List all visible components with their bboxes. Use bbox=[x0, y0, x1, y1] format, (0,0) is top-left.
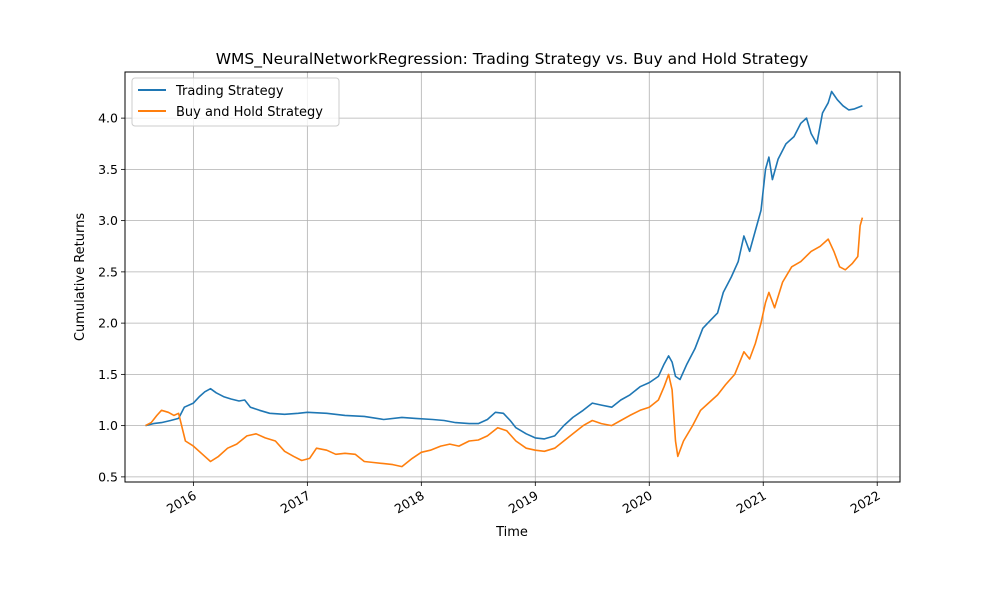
series-lines bbox=[145, 90, 864, 468]
y-axis-label: Cumulative Returns bbox=[73, 213, 88, 341]
y-tick-label: 2.0 bbox=[98, 316, 118, 331]
y-tick-label: 1.0 bbox=[98, 418, 118, 433]
x-axis-label: Time bbox=[495, 525, 528, 540]
y-axis-ticks: 0.5 1.0 1.5 2.0 2.5 3.0 3.5 4.0 bbox=[98, 111, 125, 484]
series-line-trading-strategy bbox=[145, 90, 863, 440]
series-line-buy-and-hold-strategy bbox=[145, 217, 864, 468]
y-tick-label: 1.5 bbox=[98, 367, 118, 382]
y-tick-label: 2.5 bbox=[98, 264, 118, 279]
chart-title: WMS_NeuralNetworkRegression: Trading Str… bbox=[216, 50, 809, 69]
y-tick-label: 4.0 bbox=[98, 111, 118, 126]
plot-frame bbox=[124, 71, 901, 483]
y-gridlines bbox=[125, 117, 900, 478]
y-tick-label: 3.5 bbox=[98, 162, 118, 177]
legend-label-buy-and-hold-strategy: Buy and Hold Strategy bbox=[176, 105, 323, 120]
x-gridlines bbox=[192, 72, 878, 482]
y-tick-label: 0.5 bbox=[98, 469, 118, 484]
y-tick-label: 3.0 bbox=[98, 213, 118, 228]
legend-label-trading-strategy: Trading Strategy bbox=[175, 84, 284, 99]
legend: Trading Strategy Buy and Hold Strategy bbox=[131, 77, 340, 127]
legend-box bbox=[131, 77, 340, 127]
